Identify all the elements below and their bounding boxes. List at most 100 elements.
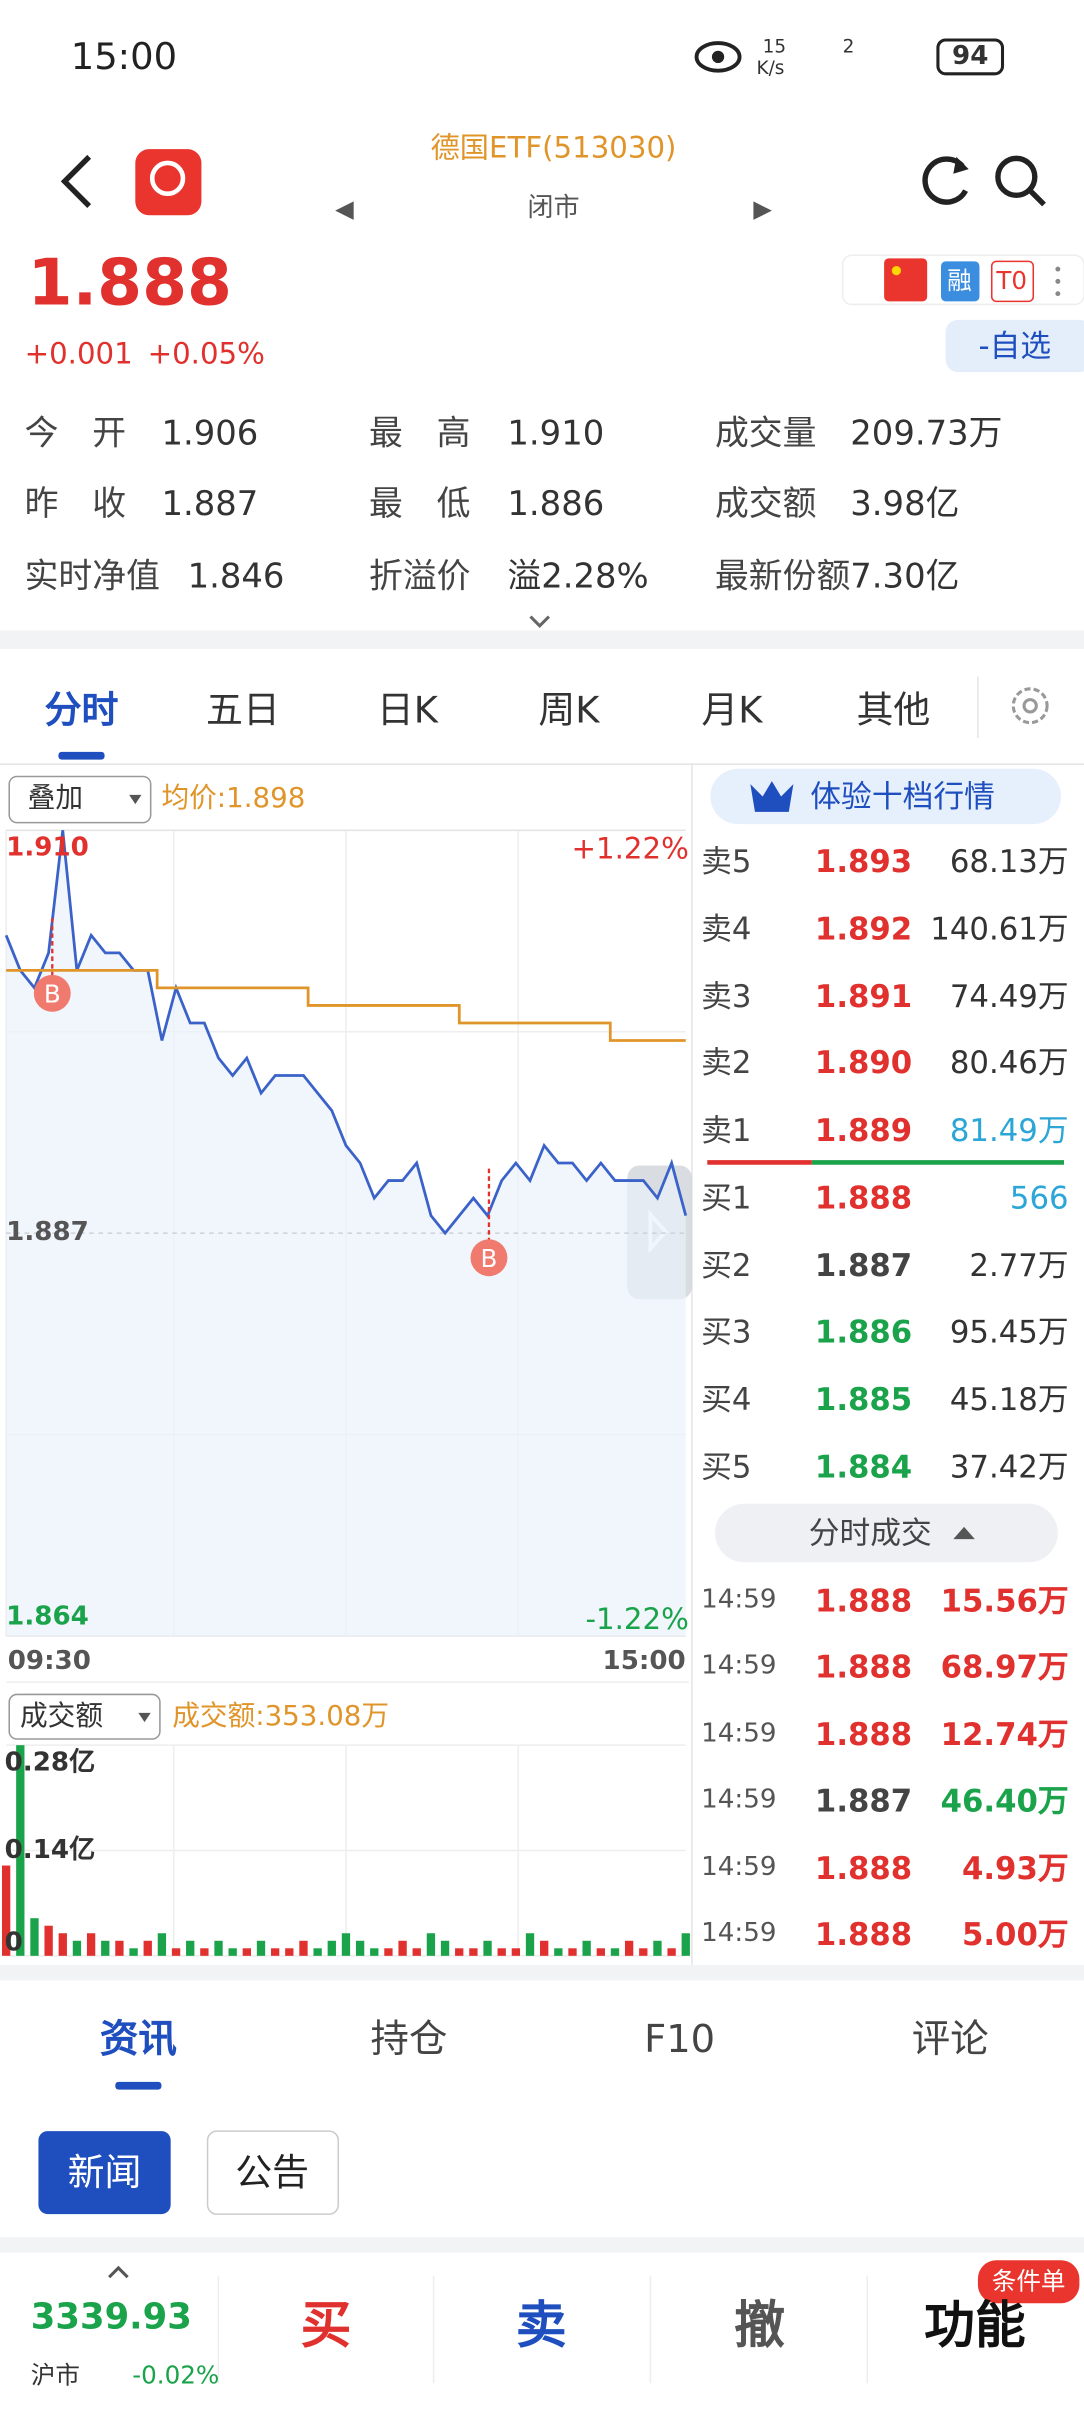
trades-toggle[interactable]	[714, 1503, 1058, 1563]
volume-bar	[540, 1940, 549, 1956]
volume-bar	[44, 1925, 53, 1956]
volume-bar	[16, 1745, 25, 1956]
volume-bar	[440, 1940, 450, 1956]
stat-label: 实时净值	[24, 558, 160, 597]
volume-bar	[327, 1940, 336, 1956]
price-change-pct: +0.05%	[147, 337, 265, 372]
orderbook-price: 1.887	[814, 1246, 913, 1284]
refresh-icon[interactable]	[922, 156, 968, 205]
volume-bar	[214, 1940, 223, 1956]
more-dot	[1055, 266, 1061, 272]
stat-value: 溢2.28%	[507, 558, 649, 597]
stat-label: 昨 收	[24, 485, 127, 525]
search-icon[interactable]	[995, 155, 1038, 198]
volume-bar	[171, 1948, 181, 1956]
action-button[interactable]: 卖	[515, 2294, 567, 2355]
overlay-select[interactable]	[8, 775, 152, 824]
volume-select[interactable]	[8, 1693, 161, 1740]
orderbook-price: 1.892	[814, 910, 913, 948]
info-tab[interactable]: 资讯	[99, 2016, 177, 2062]
trade-price: 1.888	[814, 1715, 913, 1753]
trade-volume: 4.93万	[961, 1849, 1069, 1886]
trade-volume: 46.40万	[940, 1782, 1069, 1820]
orderbook-volume: 2.77万	[969, 1246, 1069, 1284]
volume-bar	[299, 1940, 308, 1956]
volume-select[interactable]: 成交额	[19, 1700, 104, 1733]
volume-bar	[115, 1940, 124, 1956]
orderbook-label: 卖4	[701, 910, 752, 948]
orderbook-label: 卖1	[701, 1111, 752, 1149]
chart-tab[interactable]: 周K	[538, 688, 600, 732]
trade-time: 14:59	[701, 1584, 777, 1616]
pct-low-label: -1.22%	[585, 1602, 689, 1637]
stat-value: 1.906	[161, 415, 259, 454]
chart-tab[interactable]: 日K	[376, 688, 439, 732]
volume-label: 成交额:353.08万	[172, 1700, 390, 1733]
trade-price: 1.888	[814, 1915, 913, 1953]
flag-star	[891, 266, 902, 276]
stat-value: 7.30亿	[850, 558, 960, 597]
notice-button[interactable]	[206, 2130, 340, 2215]
signal-label: 2	[842, 35, 855, 57]
tag-bar	[841, 254, 1084, 306]
orderbook-price: 1.893	[814, 842, 913, 880]
stat-value: 1.910	[507, 415, 605, 454]
select-arrow	[129, 794, 142, 805]
action-button[interactable]: 买	[300, 2294, 352, 2355]
orderbook-volume: 95.45万	[949, 1313, 1069, 1351]
info-tab[interactable]: 持仓	[370, 2016, 448, 2062]
expand-icon[interactable]	[529, 615, 551, 628]
next-arrow[interactable]	[753, 201, 772, 220]
badge: 条件单	[991, 2266, 1066, 2296]
volume-bar	[412, 1948, 421, 1956]
trades-toggle[interactable]: 分时成交	[808, 1514, 932, 1552]
info-tab[interactable]: 评论	[911, 2016, 989, 2062]
app-icon	[135, 149, 202, 216]
volume-bar	[256, 1940, 266, 1956]
watch-button[interactable]	[945, 319, 1084, 373]
action-button[interactable]: 撤	[734, 2294, 785, 2355]
chart-tab[interactable]: 分时	[44, 688, 119, 732]
watch-button[interactable]: -自选	[978, 327, 1052, 365]
x-end-label: 15:00	[602, 1645, 686, 1677]
action-button[interactable]: 功能	[924, 2294, 1026, 2355]
orderbook-price: 1.888	[814, 1179, 913, 1217]
settings-icon[interactable]	[1011, 687, 1049, 725]
volume-bar	[72, 1940, 82, 1956]
news-button[interactable]	[38, 2131, 171, 2215]
trade-price: 1.888	[814, 1582, 913, 1620]
eye-pupil	[711, 50, 725, 64]
chart-tab[interactable]: 月K	[701, 688, 763, 732]
last-price: 1.888	[27, 244, 232, 320]
volume-bar	[511, 1948, 521, 1956]
chart-tab[interactable]: 其他	[856, 688, 931, 732]
volume-tick-label: 0.14亿	[4, 1834, 96, 1866]
prev-arrow[interactable]	[335, 201, 354, 220]
expand-icon[interactable]	[108, 2265, 129, 2279]
trade-volume: 12.74万	[940, 1715, 1069, 1753]
orderbook-button[interactable]	[710, 768, 1061, 825]
app-icon-glyph	[149, 160, 186, 197]
stat-label: 成交额	[714, 485, 817, 525]
crown-icon	[750, 781, 794, 812]
trade-volume: 5.00万	[961, 1915, 1069, 1953]
info-tab[interactable]: F10	[644, 2016, 716, 2062]
index-change: -0.02%	[132, 2360, 220, 2390]
trade-time: 14:59	[701, 1651, 777, 1682]
stat-label: 最新份额	[714, 558, 851, 597]
news-button[interactable]: 新闻	[67, 2151, 142, 2195]
chart-tab[interactable]: 五日	[206, 688, 280, 732]
overlay-select[interactable]: 叠加	[27, 782, 84, 815]
search-icon-handle	[1028, 188, 1046, 207]
tab-underline	[115, 2081, 162, 2090]
market-state: 闭市	[527, 192, 580, 224]
separator	[0, 630, 1084, 649]
trade-price: 1.887	[814, 1782, 913, 1820]
volume-bar	[86, 1933, 96, 1956]
notice-button[interactable]: 公告	[235, 2151, 310, 2195]
settings-icon-core	[1022, 698, 1038, 714]
volume-bar	[341, 1933, 351, 1956]
back-icon[interactable]	[60, 154, 92, 208]
orderbook-button[interactable]: 体验十档行情	[810, 778, 995, 815]
volume-bar	[186, 1940, 195, 1956]
